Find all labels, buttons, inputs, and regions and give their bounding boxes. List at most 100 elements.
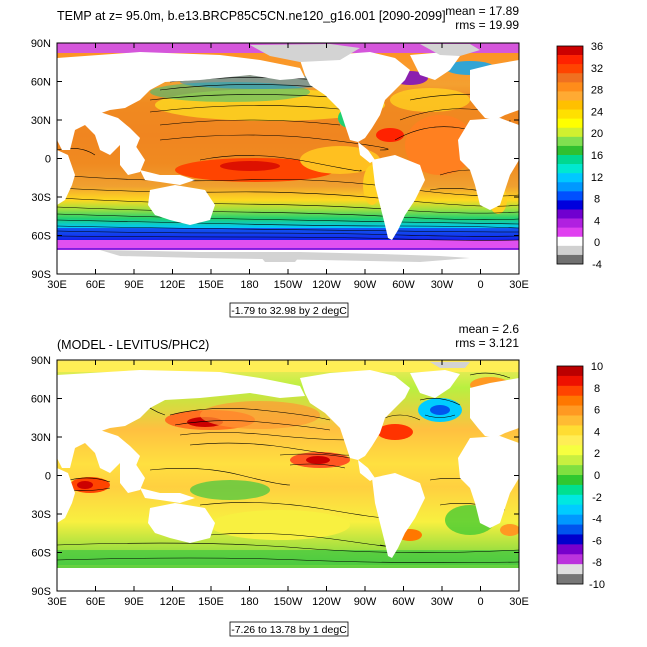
colorbar-label: 0 (594, 237, 600, 249)
lon-label: 30E (47, 596, 67, 608)
colorbar-swatch (557, 484, 583, 496)
map-1 (57, 43, 519, 274)
lat-label: 90S (31, 269, 51, 281)
colorbar-swatch (557, 64, 583, 74)
colorbar-swatch (557, 191, 583, 201)
lon-label: 120W (312, 596, 341, 608)
map-2 (57, 360, 519, 591)
gulf-stream-anomaly-2 (377, 424, 413, 440)
colorbar-swatch (557, 73, 583, 83)
panel-1-title: TEMP at z= 95.0m, b.e13.BRCP85C5CN.ne120… (57, 9, 446, 23)
colorbar-swatch (557, 55, 583, 65)
colorbar-swatch (557, 100, 583, 110)
colorbar-1: 36 32 28 24 20 16 12 8 4 0 -4 (556, 41, 603, 271)
colorbar-label: -8 (592, 557, 602, 569)
colorbar-swatch (557, 245, 583, 256)
lon-label: 150E (198, 279, 224, 291)
lon-label: 150E (198, 596, 224, 608)
colorbar-label: 12 (591, 172, 603, 184)
central-america (358, 142, 375, 163)
colorbar-swatch (557, 136, 583, 147)
lon-label: 0 (477, 279, 483, 291)
lat-label: 90N (31, 355, 51, 367)
colorbar-label: -10 (589, 579, 605, 591)
colorbar-swatch (557, 109, 583, 119)
colorbar-2: 10 8 6 4 2 0 -2 -4 -6 -8 -10 (556, 361, 605, 591)
colorbar-swatch (557, 544, 583, 555)
atlantic-warm-1 (405, 115, 475, 175)
southern-ocean-green-2 (57, 550, 519, 565)
lon-label: 120W (312, 279, 341, 291)
indochina (120, 140, 145, 175)
missing-data-2 (430, 362, 470, 368)
lon-label: 60W (392, 596, 415, 608)
africa-east (57, 150, 75, 205)
colorbar-swatch (557, 514, 583, 525)
lat-label: 90N (31, 38, 51, 50)
lon-label: 120E (160, 596, 186, 608)
lon-axis-1: 30E 60E 90E 120E 150E 180 150W 120W 90W 60W 30W 0 30… (47, 279, 529, 291)
lon-label: 180 (240, 279, 258, 291)
colorbar-label: -6 (592, 535, 602, 547)
colorbar-swatch (557, 435, 583, 446)
north-pacific-anomaly-2 (200, 401, 320, 429)
panel-2-title: (MODEL - LEVITUS/PHC2) (57, 338, 209, 352)
colorbar-label: 10 (591, 361, 603, 373)
colorbar-swatch (557, 504, 583, 515)
lon-label: 30W (431, 596, 454, 608)
lon-label: 90E (124, 279, 144, 291)
lon-label: 60E (86, 596, 106, 608)
land-2 (57, 370, 519, 591)
colorbar-swatch (557, 574, 583, 585)
colorbar-label: 4 (594, 426, 600, 438)
colorbar-label: 24 (591, 106, 603, 118)
colorbar-swatch (557, 554, 583, 565)
lat-label: 30N (31, 432, 51, 444)
colorbar-label: -4 (592, 259, 602, 271)
colorbar-label: 2 (594, 448, 600, 460)
north-atlantic-cold-core-2 (430, 405, 450, 415)
colorbar-label: 6 (594, 405, 600, 417)
colorbar-swatch (557, 127, 583, 138)
lon-label: 30E (509, 596, 529, 608)
lat-label: 0 (45, 471, 51, 483)
lon-label: 90W (354, 596, 377, 608)
colorbar-swatch (557, 82, 583, 92)
australia (148, 185, 215, 225)
lon-label: 90W (354, 279, 377, 291)
missing-data-1 (100, 44, 480, 262)
lon-label: 30E (47, 279, 67, 291)
colorbar-swatch (557, 494, 583, 506)
colorbar-label: 8 (594, 194, 600, 206)
colorbar-label: -4 (592, 514, 602, 526)
colorbar-swatch (557, 534, 583, 545)
north-atlantic-1 (390, 88, 470, 112)
colorbar-swatch (557, 200, 583, 210)
colorbar-swatch (557, 375, 583, 387)
greenland (410, 52, 460, 80)
colorbar-swatch (557, 385, 583, 397)
colorbar-swatch (557, 118, 583, 129)
colorbar-label: 4 (594, 215, 600, 227)
colorbar-label: 16 (591, 150, 603, 162)
colorbar-label: 0 (594, 470, 600, 482)
colorbar-swatch (557, 564, 583, 575)
lon-label: 90E (124, 596, 144, 608)
colorbar-swatch (557, 366, 583, 377)
arabian-sea-core-2 (77, 481, 93, 489)
colorbar-swatch (557, 173, 583, 183)
ticks-1 (56, 42, 520, 275)
range-caption-1: -1.79 to 32.98 by 2 degC (231, 305, 347, 317)
europe (470, 60, 519, 120)
colorbar-swatch (557, 445, 583, 456)
colorbar-swatch (557, 465, 583, 476)
colorbar-label: 28 (591, 85, 603, 97)
panel-1-mean: mean = 17.89 (445, 4, 519, 18)
lat-label: 60S (31, 548, 51, 560)
colorbar-label: 32 (591, 63, 603, 75)
colorbar-swatch (557, 182, 583, 192)
lat-label: 60N (31, 77, 51, 89)
warm-core-1 (220, 161, 280, 171)
colorbar-swatch (557, 475, 583, 486)
